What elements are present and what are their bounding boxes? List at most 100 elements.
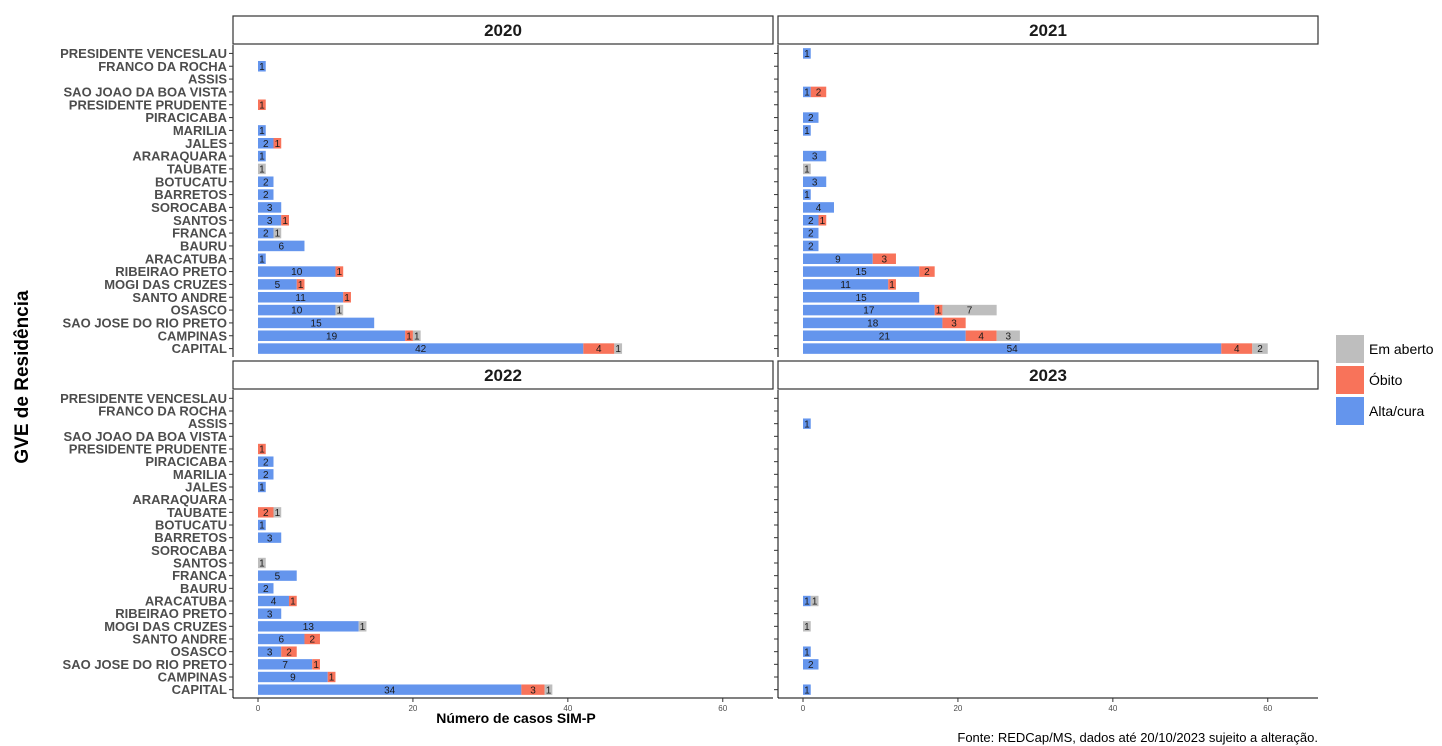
y-tick-label: BOTUCATU [155,174,227,189]
bar-value-label: 1 [936,306,942,317]
bar-alta-cura [258,583,274,594]
y-tick-label: SAO JOAO DA BOA VISTA [64,84,228,99]
y-tick-label: BAURU [180,238,227,253]
bar-value-label: 5 [275,571,281,582]
y-tick-label: BARRETOS [154,530,227,545]
bar-value-label: 1 [804,165,810,176]
bar-alta-cura [803,291,920,303]
y-tick-label: BARRETOS [154,187,227,202]
bar-value-label: 2 [286,647,292,658]
y-tick-label: SANTOS [173,213,227,228]
bar-value-label: 1 [259,165,265,176]
x-tick-label: 60 [718,704,727,713]
bar-obito [273,137,282,149]
panel-strip [777,360,1319,390]
bar-alta-cura [258,646,282,657]
bar-value-label: 1 [804,190,810,201]
bar-value-label: 1 [414,331,420,342]
bar-value-label: 1 [329,673,335,684]
bar-value-label: 2 [263,139,269,150]
panel-strip [232,15,774,45]
bar-value-label: 1 [298,280,304,291]
bar-value-label: 1 [804,88,810,99]
bar-value-label: 1 [282,216,288,227]
bar-alta-cura [803,125,811,136]
x-tick-label: 0 [256,704,261,713]
bar-obito [327,671,336,683]
x-tick-label: 20 [408,704,417,713]
bar-value-label: 4 [271,597,277,608]
panel-strip-title: 2022 [484,366,522,385]
bar-em-aberto [614,343,623,354]
bar-value-label: 1 [259,445,265,456]
bar-value-label: 2 [808,216,814,227]
bar-value-label: 3 [951,319,957,330]
panel-strip [777,15,1319,45]
bar-alta-cura [258,621,359,632]
bar-em-aberto [544,684,553,695]
bar-em-aberto [258,163,266,175]
bar-obito [583,343,615,354]
bar-value-label: 1 [804,647,810,658]
bar-alta-cura [258,659,313,670]
bar-alta-cura [258,266,336,277]
panel-strip-title: 2020 [484,21,522,40]
bar-value-label: 1 [804,597,810,608]
bar-alta-cura [803,330,966,342]
bar-alta-cura [803,253,873,265]
legend-key [1336,335,1364,363]
bar-value-label: 1 [820,216,826,227]
bar-alta-cura [803,659,819,670]
bar-alta-cura [258,532,282,543]
bar-alta-cura [803,317,943,329]
legend-label: Alta/cura [1369,403,1424,419]
bar-value-label: 1 [259,254,265,265]
bar-value-label: 4 [596,344,602,355]
bar-value-label: 1 [275,229,281,240]
bar-value-label: 3 [267,647,273,658]
y-tick-label: ARACATUBA [145,251,228,266]
bar-alta-cura [803,227,819,239]
bar-alta-cura [803,646,811,657]
bar-alta-cura [258,608,282,619]
x-axis-title: Número de casos SIM-P [436,710,596,726]
y-tick-label: MARILIA [173,467,228,482]
bar-alta-cura [258,176,274,188]
bar-obito [965,330,997,342]
y-tick-label: PRESIDENTE PRUDENTE [69,442,228,457]
y-tick-label: SANTO ANDRE [132,632,227,647]
bar-value-label: 1 [344,293,350,304]
bar-value-label: 11 [295,293,306,304]
bar-value-label: 1 [259,559,265,570]
bar-alta-cura [258,317,375,329]
bar-value-label: 18 [867,319,879,330]
bar-alta-cura [258,125,266,136]
bar-value-label: 1 [804,685,810,696]
bar-alta-cura [258,202,282,213]
bar-alta-cura [803,202,834,213]
bar-obito [919,266,935,277]
y-tick-label: BOTUCATU [155,518,227,533]
bar-obito [888,279,896,290]
bar-em-aberto [810,595,819,607]
bar-value-label: 3 [882,254,888,265]
bar-value-label: 1 [259,126,265,137]
bar-alta-cura [258,570,297,581]
bar-alta-cura [803,418,811,429]
y-tick-label: CAMPINAS [158,328,228,343]
bar-value-label: 1 [290,597,296,608]
bar-value-label: 1 [259,100,265,111]
bar-obito [934,304,943,316]
bar-value-label: 1 [360,622,366,633]
bar-obito [281,214,289,226]
bar-value-label: 10 [291,267,303,278]
bar-value-label: 19 [326,331,338,342]
bar-value-label: 3 [267,216,273,227]
y-axis-title: GVE de Residência [12,290,33,464]
bar-obito [258,507,274,518]
y-tick-label: FRANCO DA ROCHA [98,404,227,419]
